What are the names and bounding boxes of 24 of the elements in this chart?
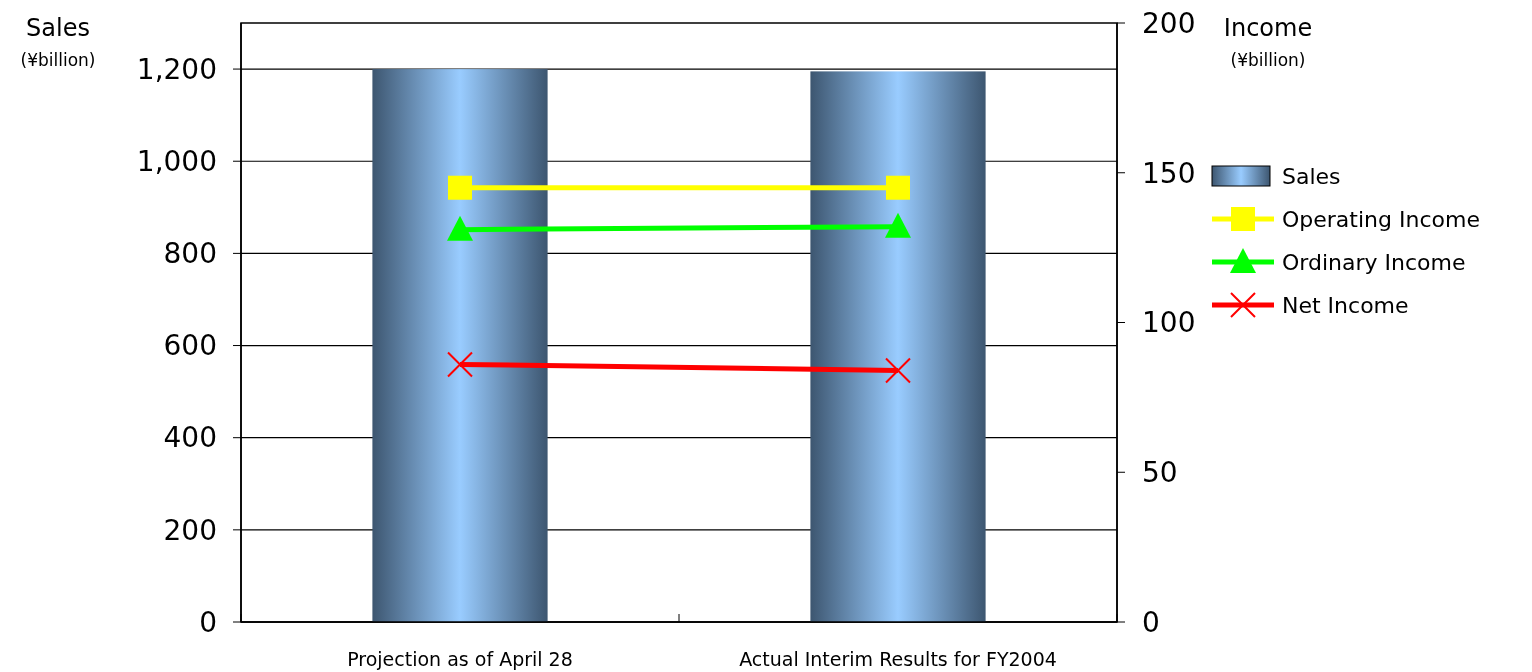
x-tick-label: Actual Interim Results for FY2004	[739, 648, 1057, 670]
legend-label: Sales	[1282, 163, 1341, 189]
y2-tick-label: 100	[1142, 306, 1196, 340]
y-tick-label: 600	[163, 329, 217, 363]
y2-axis-title: Income (¥billion)	[1223, 14, 1313, 70]
y-tick-label: 1,000	[136, 145, 217, 179]
y2-tick-label: 200	[1142, 6, 1196, 40]
y-tick-label: 200	[163, 513, 217, 547]
legend-label: Operating Income	[1282, 206, 1480, 232]
y2-tick-label: 150	[1142, 156, 1196, 190]
y-tick-label: 400	[163, 421, 217, 455]
point	[448, 175, 472, 200]
y-tick-label: 0	[199, 605, 217, 639]
point	[885, 357, 911, 384]
point	[447, 351, 473, 378]
y2-tick-label: 0	[1142, 605, 1160, 639]
legend-label: Net Income	[1282, 292, 1409, 318]
y-tick-label: 1,200	[136, 52, 217, 86]
x-tick-label: Projection as of April 28	[347, 648, 573, 670]
y-axis-title: Sales (¥billion)	[20, 14, 96, 70]
y-tick-label: 800	[163, 237, 217, 271]
y2-tick-label: 50	[1142, 456, 1178, 490]
point	[886, 175, 910, 200]
legend-label: Ordinary Income	[1282, 249, 1466, 275]
